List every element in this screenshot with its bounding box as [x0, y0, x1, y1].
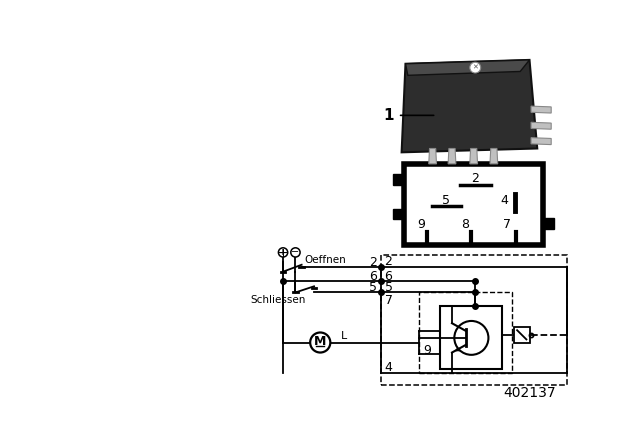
Text: 4: 4 — [385, 362, 392, 375]
Text: Schliessen: Schliessen — [250, 295, 306, 305]
Bar — [440, 306, 502, 370]
Bar — [543, 218, 554, 228]
Text: +: + — [279, 248, 287, 257]
Text: 1: 1 — [383, 108, 394, 123]
Bar — [404, 164, 543, 245]
Polygon shape — [531, 138, 551, 145]
Polygon shape — [490, 148, 498, 164]
Text: ✕: ✕ — [472, 65, 478, 71]
Text: 6: 6 — [369, 270, 377, 283]
Bar — [381, 255, 566, 385]
Text: 7: 7 — [503, 218, 511, 231]
Text: 9: 9 — [423, 344, 431, 357]
Circle shape — [291, 248, 300, 257]
Text: 402137: 402137 — [503, 386, 556, 400]
Text: 2: 2 — [385, 255, 392, 268]
Text: 5: 5 — [369, 281, 377, 294]
Text: 9: 9 — [417, 218, 425, 231]
Polygon shape — [429, 148, 436, 164]
Polygon shape — [448, 148, 456, 164]
Circle shape — [454, 321, 488, 355]
Polygon shape — [402, 60, 537, 152]
Circle shape — [278, 248, 288, 257]
Bar — [419, 293, 513, 373]
Text: 5: 5 — [442, 194, 450, 207]
Text: 2: 2 — [369, 256, 377, 269]
Text: 5: 5 — [385, 280, 392, 293]
Text: 7: 7 — [385, 293, 392, 307]
Text: 6: 6 — [385, 270, 392, 283]
Polygon shape — [406, 60, 529, 75]
Text: −: − — [291, 247, 300, 258]
Circle shape — [310, 332, 330, 353]
Text: M: M — [314, 335, 326, 348]
Bar — [393, 208, 404, 220]
Bar — [514, 327, 529, 343]
Text: Oeffnen: Oeffnen — [305, 255, 346, 265]
Text: 2: 2 — [471, 172, 479, 185]
Text: L: L — [340, 332, 347, 341]
Polygon shape — [531, 122, 551, 129]
Bar — [393, 174, 404, 185]
Text: 8: 8 — [461, 218, 469, 231]
Text: 4: 4 — [500, 194, 509, 207]
Circle shape — [470, 62, 481, 73]
Polygon shape — [531, 106, 551, 113]
Polygon shape — [470, 148, 477, 164]
